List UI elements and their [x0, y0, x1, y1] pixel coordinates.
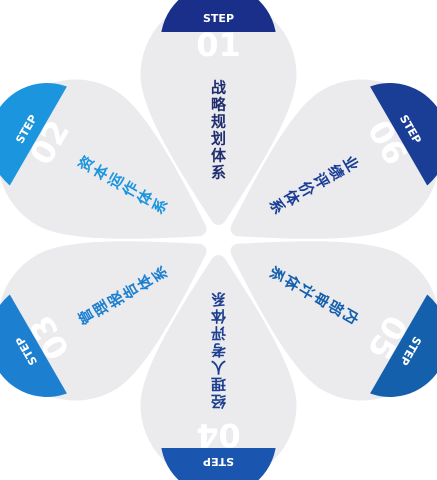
petal-label: 战略规划体系: [211, 79, 227, 182]
step-badge: [160, 448, 277, 480]
step-word: STEP: [203, 455, 234, 468]
petal-label: 经理人考评体系: [210, 290, 226, 410]
step-number: 01: [196, 26, 241, 64]
petal-shape: [230, 241, 437, 401]
step-number: 04: [196, 416, 241, 454]
step-word: STEP: [203, 12, 234, 25]
step-badge: [160, 0, 277, 32]
petal-shape: [230, 79, 437, 239]
step-badge-fill: [160, 0, 277, 32]
petal-shape: [140, 255, 297, 480]
petal-shape: [0, 241, 207, 401]
petal-shape: [0, 79, 207, 239]
petal-shape: [140, 0, 297, 225]
step-badge-fill: [160, 448, 277, 480]
